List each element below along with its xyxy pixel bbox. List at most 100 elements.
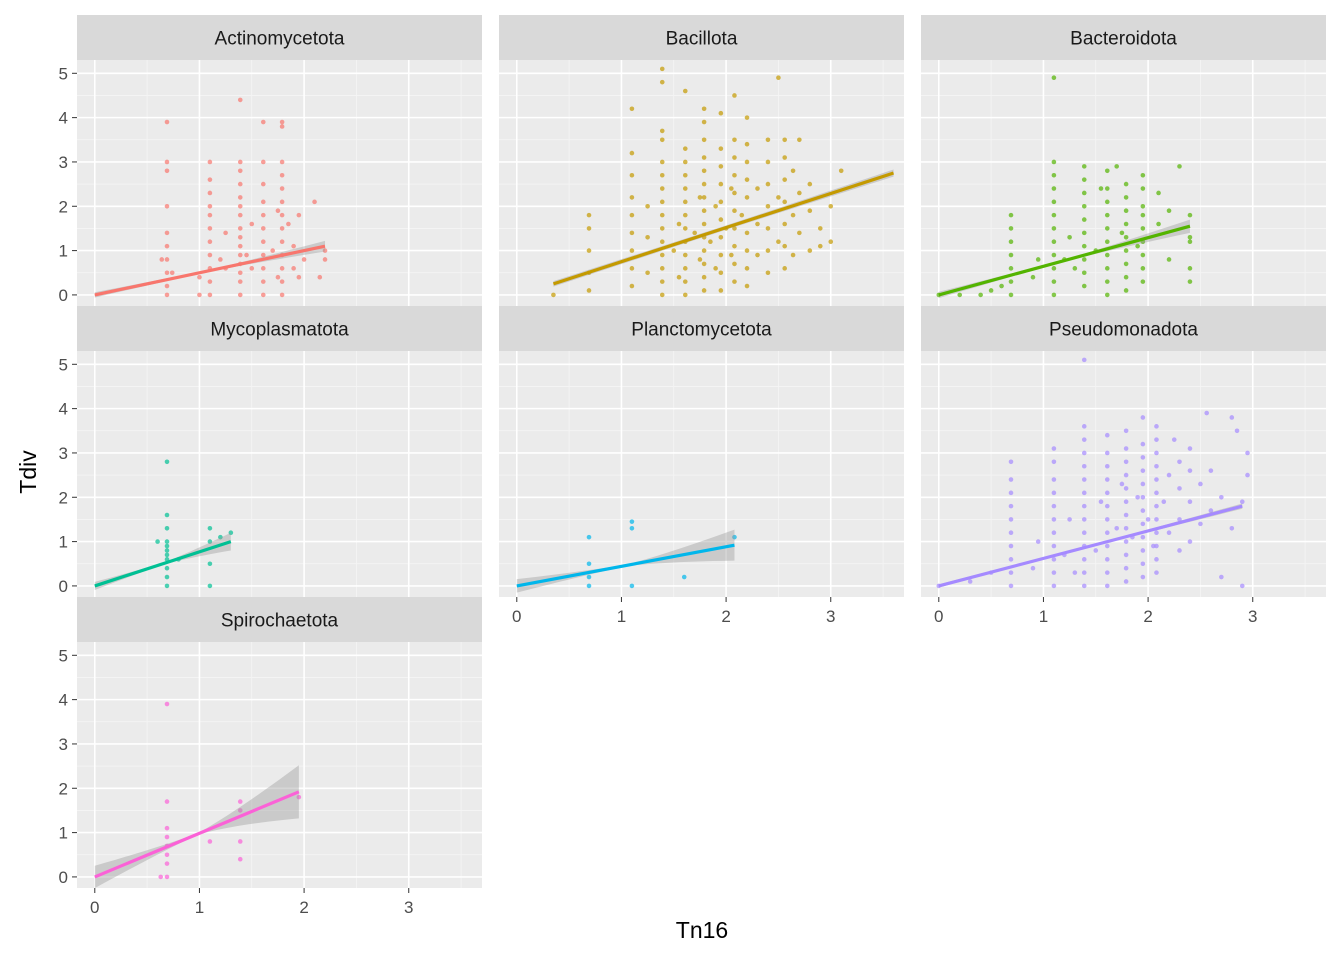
data-point bbox=[1154, 570, 1159, 575]
data-point bbox=[718, 199, 724, 205]
data-point bbox=[322, 257, 328, 262]
data-point bbox=[701, 248, 707, 253]
x-tick-label: 0 bbox=[934, 607, 943, 626]
data-point bbox=[586, 583, 592, 589]
data-point bbox=[1140, 186, 1146, 191]
data-point bbox=[817, 226, 823, 231]
data-point bbox=[1051, 239, 1057, 245]
data-point bbox=[164, 565, 170, 571]
data-point bbox=[1123, 539, 1129, 544]
data-point bbox=[1123, 552, 1129, 558]
data-point bbox=[296, 794, 302, 800]
data-point bbox=[797, 190, 802, 196]
data-point bbox=[682, 252, 688, 258]
data-point bbox=[1030, 565, 1036, 571]
data-point bbox=[1177, 459, 1182, 465]
data-point bbox=[744, 195, 750, 200]
data-point bbox=[1187, 279, 1193, 284]
data-point bbox=[164, 539, 170, 544]
data-point bbox=[1140, 441, 1146, 447]
panel-background bbox=[499, 351, 904, 597]
data-point bbox=[1051, 530, 1057, 536]
data-point bbox=[1154, 463, 1159, 469]
data-point bbox=[237, 252, 243, 258]
x-tick-label: 3 bbox=[404, 898, 413, 917]
data-point bbox=[1204, 410, 1209, 416]
data-point bbox=[676, 274, 682, 280]
data-point bbox=[260, 199, 266, 205]
data-point bbox=[237, 97, 243, 103]
data-point bbox=[1123, 274, 1129, 280]
data-point bbox=[1123, 499, 1129, 505]
data-point bbox=[1229, 415, 1235, 420]
data-point bbox=[1008, 226, 1014, 231]
data-point bbox=[279, 124, 285, 129]
data-point bbox=[701, 155, 707, 160]
data-point bbox=[155, 539, 160, 544]
data-point bbox=[1008, 503, 1014, 509]
data-point bbox=[218, 257, 223, 262]
data-point bbox=[237, 839, 243, 844]
data-point bbox=[659, 172, 665, 178]
data-point bbox=[207, 203, 213, 209]
data-point bbox=[701, 288, 707, 293]
data-point bbox=[1187, 446, 1193, 451]
facet-strip-label: Spirochaetota bbox=[221, 611, 339, 632]
data-point bbox=[732, 93, 737, 98]
data-point bbox=[645, 203, 650, 209]
data-point bbox=[164, 825, 170, 831]
facet-strip-label: Mycoplasmatota bbox=[210, 320, 349, 341]
data-point bbox=[1123, 512, 1129, 518]
data-point bbox=[1140, 252, 1146, 258]
facet-strip-label: Planctomycetota bbox=[631, 320, 772, 341]
data-point bbox=[1198, 481, 1203, 487]
data-point bbox=[1140, 415, 1146, 420]
data-point bbox=[1177, 164, 1182, 169]
data-point bbox=[708, 239, 713, 245]
data-point bbox=[279, 292, 285, 298]
data-point bbox=[1081, 257, 1087, 262]
data-point bbox=[1098, 499, 1104, 505]
data-point bbox=[1081, 283, 1087, 289]
data-point bbox=[207, 292, 213, 298]
data-point bbox=[291, 266, 296, 271]
data-point bbox=[1081, 517, 1087, 522]
y-tick-label: 5 bbox=[59, 64, 68, 83]
data-point bbox=[697, 257, 703, 262]
data-point bbox=[1035, 257, 1041, 262]
facet-strip bbox=[77, 306, 482, 351]
data-point bbox=[279, 119, 285, 125]
data-point bbox=[164, 799, 170, 804]
data-point bbox=[765, 203, 771, 209]
data-point bbox=[1051, 503, 1057, 509]
data-point bbox=[164, 270, 170, 276]
data-point bbox=[1208, 468, 1214, 473]
data-point bbox=[270, 248, 275, 253]
data-point bbox=[249, 221, 255, 227]
data-point bbox=[164, 203, 170, 209]
x-tick-label: 0 bbox=[512, 607, 521, 626]
data-point bbox=[260, 226, 266, 231]
data-point bbox=[1140, 212, 1146, 218]
data-point bbox=[1081, 424, 1087, 429]
panel-background bbox=[921, 351, 1326, 597]
data-point bbox=[1245, 450, 1250, 456]
data-point bbox=[765, 181, 771, 187]
data-point bbox=[164, 548, 170, 553]
data-point bbox=[1104, 252, 1110, 258]
data-point bbox=[629, 195, 635, 200]
data-point bbox=[776, 239, 781, 245]
data-point bbox=[1051, 212, 1057, 218]
data-point bbox=[301, 257, 307, 262]
data-point bbox=[1219, 494, 1224, 500]
data-point bbox=[729, 186, 734, 191]
data-point bbox=[207, 839, 213, 844]
data-point bbox=[1114, 164, 1119, 169]
data-point bbox=[697, 195, 703, 200]
x-tick-label: 1 bbox=[617, 607, 626, 626]
data-point bbox=[718, 234, 724, 240]
data-point bbox=[1051, 266, 1057, 271]
data-point bbox=[291, 243, 296, 249]
data-point bbox=[1008, 583, 1014, 589]
y-tick-label: 0 bbox=[59, 868, 68, 887]
